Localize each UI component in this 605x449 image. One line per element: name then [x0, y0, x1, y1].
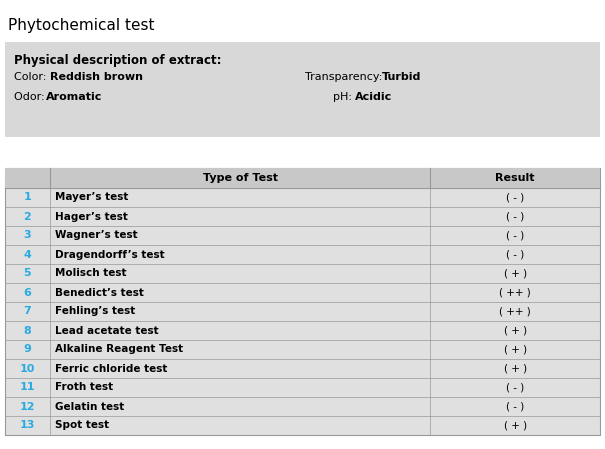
Text: Odor:: Odor: [14, 92, 48, 102]
Text: Ferric chloride test: Ferric chloride test [54, 364, 167, 374]
Text: Mayer’s test: Mayer’s test [54, 193, 128, 202]
Text: Hager’s test: Hager’s test [54, 211, 128, 221]
Text: Acidic: Acidic [355, 92, 392, 102]
Text: ( + ): ( + ) [503, 269, 527, 278]
Text: ( - ): ( - ) [506, 401, 525, 411]
Text: 5: 5 [24, 269, 31, 278]
Text: 10: 10 [19, 364, 35, 374]
Bar [5, 42, 600, 137]
Text: Phytochemical test: Phytochemical test [8, 18, 154, 33]
Text: Froth test: Froth test [54, 383, 113, 392]
Text: 11: 11 [19, 383, 35, 392]
Text: Result: Result [495, 173, 535, 183]
Text: Spot test: Spot test [54, 421, 109, 431]
Text: ( - ): ( - ) [506, 193, 525, 202]
Text: ( + ): ( + ) [503, 344, 527, 355]
Text: Type of Test: Type of Test [203, 173, 278, 183]
Text: 13: 13 [19, 421, 35, 431]
Text: ( - ): ( - ) [506, 250, 525, 260]
Text: ( ++ ): ( ++ ) [499, 307, 531, 317]
Text: Gelatin test: Gelatin test [54, 401, 124, 411]
Text: Molisch test: Molisch test [54, 269, 126, 278]
Text: Dragendorff’s test: Dragendorff’s test [54, 250, 164, 260]
Text: pH:: pH: [333, 92, 356, 102]
Text: ( - ): ( - ) [506, 211, 525, 221]
Text: ( - ): ( - ) [506, 230, 525, 241]
Text: 1: 1 [24, 193, 31, 202]
Text: 9: 9 [24, 344, 31, 355]
Text: ( - ): ( - ) [506, 383, 525, 392]
Text: 3: 3 [24, 230, 31, 241]
Text: Transparency:: Transparency: [305, 72, 386, 82]
Text: Physical description of extract:: Physical description of extract: [14, 54, 221, 67]
Text: Fehling’s test: Fehling’s test [54, 307, 135, 317]
Text: Aromatic: Aromatic [46, 92, 102, 102]
Text: ( + ): ( + ) [503, 326, 527, 335]
Text: 7: 7 [24, 307, 31, 317]
Text: 8: 8 [24, 326, 31, 335]
Bar [5, 168, 600, 188]
Text: ( + ): ( + ) [503, 421, 527, 431]
Text: ( ++ ): ( ++ ) [499, 287, 531, 298]
Text: Wagner’s test: Wagner’s test [54, 230, 137, 241]
Text: 4: 4 [24, 250, 31, 260]
Text: 12: 12 [19, 401, 35, 411]
Text: 6: 6 [24, 287, 31, 298]
Text: 2: 2 [24, 211, 31, 221]
Text: Reddish brown: Reddish brown [50, 72, 143, 82]
Text: ( + ): ( + ) [503, 364, 527, 374]
Text: Benedict’s test: Benedict’s test [54, 287, 143, 298]
Text: Alkaline Reagent Test: Alkaline Reagent Test [54, 344, 183, 355]
Text: Turbid: Turbid [382, 72, 421, 82]
Bar [5, 168, 600, 435]
Text: Color:: Color: [14, 72, 50, 82]
Text: Lead acetate test: Lead acetate test [54, 326, 159, 335]
